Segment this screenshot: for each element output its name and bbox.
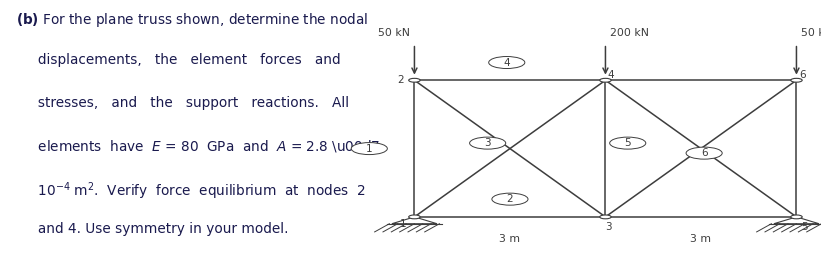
Text: 4: 4 [503, 58, 510, 67]
Text: 3 m: 3 m [499, 234, 521, 244]
Text: 5: 5 [800, 222, 807, 232]
Circle shape [610, 137, 646, 149]
Circle shape [351, 143, 388, 155]
Text: 1: 1 [400, 219, 406, 229]
Circle shape [791, 215, 802, 219]
Text: 3 m: 3 m [690, 234, 712, 244]
Text: 1: 1 [366, 144, 373, 154]
Circle shape [409, 215, 420, 219]
Text: 5: 5 [625, 138, 631, 148]
Circle shape [599, 215, 611, 219]
Text: 50 kN: 50 kN [800, 28, 821, 38]
Circle shape [599, 78, 611, 82]
Circle shape [409, 78, 420, 82]
Text: stresses,   and   the   support   reactions.   All: stresses, and the support reactions. All [16, 96, 350, 109]
Text: $\mathbf{(b)}$ For the plane truss shown, determine the nodal: $\mathbf{(b)}$ For the plane truss shown… [16, 11, 369, 29]
Text: 3: 3 [605, 222, 612, 232]
Circle shape [488, 57, 525, 69]
Text: elements  have  $\mathit{E}$ = 80  GPa  and  $\mathit{A}$ = 2.8 \u00d7: elements have $\mathit{E}$ = 80 GPa and … [16, 138, 381, 154]
Text: 2: 2 [507, 194, 513, 204]
Text: 10$^{-4}$ m$^{2}$.  Verify  force  equilibrium  at  nodes  2: 10$^{-4}$ m$^{2}$. Verify force equilibr… [16, 180, 366, 202]
Text: displacements,   the   element   forces   and: displacements, the element forces and [16, 53, 341, 67]
Circle shape [791, 78, 802, 82]
Circle shape [492, 193, 528, 205]
Text: 6: 6 [800, 70, 806, 80]
Text: 6: 6 [701, 148, 708, 158]
Circle shape [686, 147, 722, 159]
Circle shape [470, 137, 506, 149]
Text: 4: 4 [608, 70, 614, 80]
Text: and 4. Use symmetry in your model.: and 4. Use symmetry in your model. [16, 222, 289, 236]
Text: 50 kN: 50 kN [378, 28, 410, 38]
Text: 3: 3 [484, 138, 491, 148]
Text: 2: 2 [397, 75, 404, 85]
Text: 200 kN: 200 kN [609, 28, 649, 38]
